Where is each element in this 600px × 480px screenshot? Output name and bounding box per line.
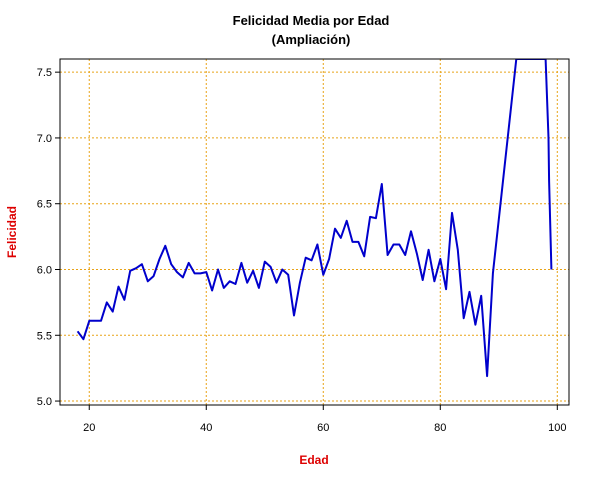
y-axis-label: Felicidad [5, 206, 19, 258]
chart-title: Felicidad Media por Edad [233, 13, 390, 28]
series-line [76, 59, 553, 378]
y-tick-label: 6.0 [37, 264, 52, 276]
x-tick-label: 40 [200, 422, 212, 434]
y-tick-label: 7.5 [37, 67, 52, 79]
grid-lines [60, 59, 569, 405]
y-tick-label: 5.5 [37, 330, 52, 342]
x-tick-label: 20 [83, 422, 95, 434]
plot-area [76, 59, 553, 378]
y-tick-label: 5.0 [37, 396, 52, 408]
y-axis: 5.0 5.5 6.0 6.5 7.0 7.5 [37, 67, 60, 408]
y-tick-label: 6.5 [37, 199, 52, 211]
chart-subtitle: (Ampliación) [272, 32, 351, 47]
x-axis: 20 40 60 80 100 [83, 405, 566, 434]
x-tick-label: 100 [548, 422, 566, 434]
plot-frame [59, 58, 570, 406]
x-tick-label: 60 [317, 422, 329, 434]
x-tick-label: 80 [434, 422, 446, 434]
y-tick-label: 7.0 [37, 133, 52, 145]
x-axis-label: Edad [299, 453, 328, 467]
